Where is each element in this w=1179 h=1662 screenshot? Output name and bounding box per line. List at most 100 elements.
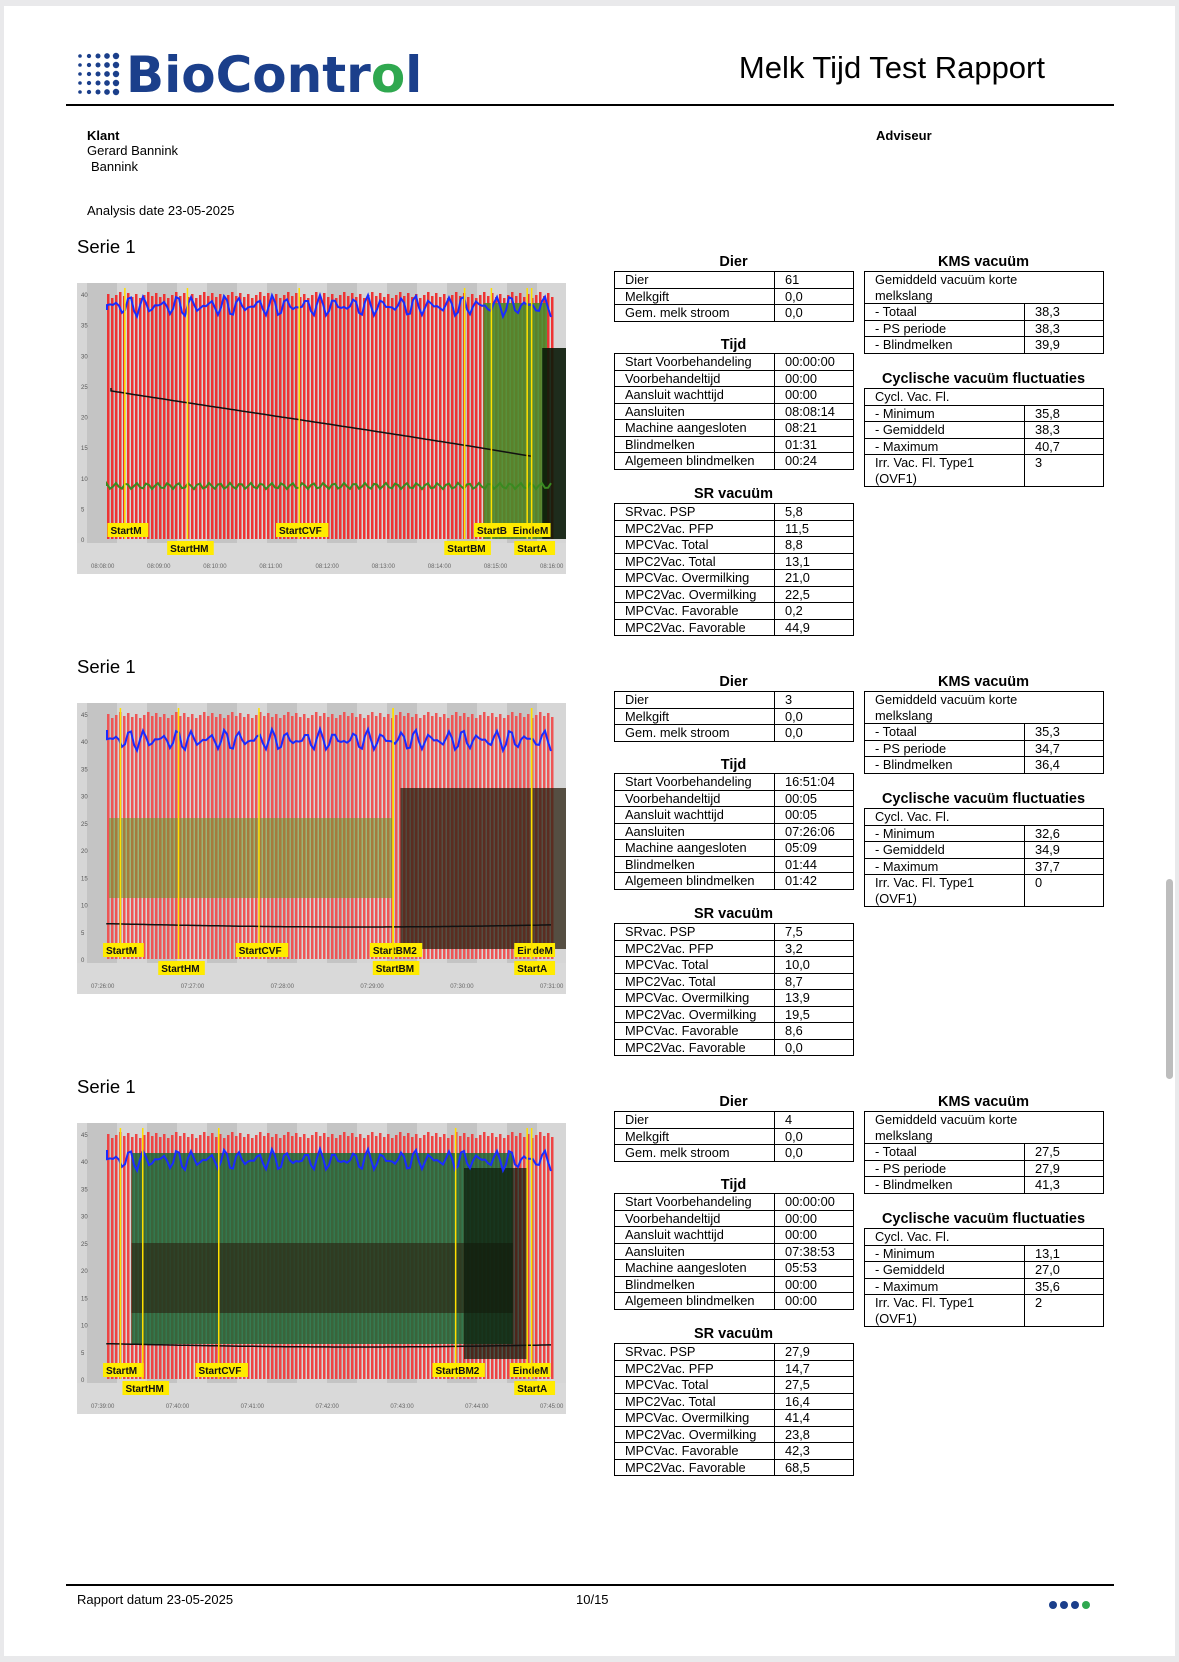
row-value: 01:42 [774, 872, 854, 890]
table-row: Aansluiten 08:08:14 [614, 402, 854, 420]
klant-label: Klant [87, 128, 120, 143]
row-value: 0,0 [774, 1127, 854, 1145]
signal-stripe [415, 294, 418, 539]
x-tick-label: 07:30:00 [450, 984, 474, 990]
signal-stripe [127, 293, 130, 539]
dark-zone [131, 1243, 513, 1313]
row-value: 00:00:00 [774, 1193, 854, 1211]
marker-label: StartBM [447, 544, 485, 555]
row-value: 42,3 [774, 1442, 854, 1460]
table-row: Aansluit wachttijd 00:00 [614, 1226, 854, 1244]
row-label: MPCVac. Favorable [614, 1022, 775, 1040]
marker-label-bg [103, 943, 144, 957]
vacuum-line-green [106, 480, 552, 491]
marker-label: StartBM [376, 964, 414, 975]
signal-stripe [207, 296, 210, 539]
table-row: - Totaal 35,3 [864, 723, 1104, 741]
tijd-title: Tijd [720, 757, 747, 773]
table-row: - Maximum 37,7 [864, 857, 1104, 875]
row-label: Gemiddeld vacuüm korte melkslang [864, 691, 1104, 724]
row-value: 68,5 [774, 1458, 854, 1476]
marker-label: StartB [477, 526, 507, 537]
row-value: 27,0 [1024, 1261, 1104, 1279]
signal-stripe [459, 296, 462, 539]
table-row: SRvac. PSP 5,8 [614, 503, 854, 521]
row-label: SRvac. PSP [614, 1343, 775, 1361]
signal-stripe [151, 296, 154, 539]
marker-label-bg [107, 523, 149, 537]
row-label: - Gemiddeld [864, 841, 1025, 859]
signal-stripe [107, 1134, 110, 1379]
table-row: MPC2Vac. Total 16,4 [614, 1392, 854, 1410]
signal-stripe [259, 292, 262, 539]
vacuum-line-blue [106, 291, 552, 320]
signal-stripe [403, 296, 406, 539]
x-tick-label: 07:45:00 [540, 1404, 564, 1410]
kms-vacuum-title: KMS vacuüm [937, 1094, 1030, 1110]
row-label: Start Voorbehandeling [614, 773, 775, 791]
row-label: - Maximum [864, 437, 1025, 455]
signal-stripe [307, 298, 310, 539]
x-tick-label: 08:09:00 [147, 564, 171, 570]
table-row: - Minimum 32,6 [864, 824, 1104, 842]
logo-dot [86, 62, 92, 68]
marker-label: StartBM2 [373, 946, 417, 957]
signal-stripe [387, 294, 390, 539]
row-label: - Blindmelken [864, 336, 1025, 354]
signal-stripe [251, 298, 254, 539]
row-label: Voorbehandeltijd [614, 369, 775, 387]
signal-stripe [471, 294, 474, 539]
signal-stripe [183, 293, 186, 539]
row-label: MPC2Vac. PFP [614, 519, 775, 537]
logo-dot [104, 53, 110, 59]
table-row: Gemiddeld vacuüm korte melkslang [864, 691, 1104, 724]
x-tick-label: 08:10:00 [203, 564, 227, 570]
sr-vacuum-table: SRvac. PSP 7,5 MPC2Vac. PFP 3,2 MPCVac. Tota… [614, 923, 854, 1056]
row-label: Voorbehandeltijd [614, 1209, 775, 1227]
logo-dot [78, 90, 82, 94]
signal-stripe [395, 295, 398, 539]
signal-stripe [115, 1135, 118, 1379]
row-label: Aansluit wachttijd [614, 806, 775, 824]
signal-stripe [167, 298, 170, 539]
row-value: 0,0 [774, 724, 854, 742]
x-tick-label: 07:44:00 [465, 1404, 489, 1410]
y-tick-label: 5 [81, 1351, 85, 1357]
row-label: MPCVac. Total [614, 536, 775, 554]
signal-stripe [399, 292, 402, 539]
table-row: MPCVac. Favorable 42,3 [614, 1442, 854, 1460]
row-label: Algemeen blindmelken [614, 452, 775, 470]
row-value: 00:00 [774, 1226, 854, 1244]
scrollbar[interactable] [1166, 879, 1173, 1079]
marker-label: StartBM2 [435, 1366, 479, 1377]
cyclische-table: Cycl. Vac. Fl. - Minimum 13,1 - Gemiddeld… [864, 1228, 1104, 1327]
client-name-2: Bannink [91, 159, 138, 174]
signal-stripe [303, 294, 306, 539]
marker-label-bg [514, 961, 556, 975]
table-row: - Totaal 38,3 [864, 303, 1104, 321]
signal-stripe [179, 296, 182, 539]
marker-label: StartHM [125, 1384, 163, 1395]
row-value: 37,7 [1024, 857, 1104, 875]
row-label: MPCVac. Overmilking [614, 989, 775, 1007]
signal-stripe [327, 297, 330, 539]
signal-stripe [119, 292, 122, 539]
x-tick-label: 08:11:00 [259, 564, 283, 570]
marker-label-bg [122, 1381, 170, 1395]
y-tick-label: 20 [81, 849, 88, 855]
logo-dot [95, 53, 101, 59]
kms-vacuum-table: Gemiddeld vacuüm korte melkslang - Totaa… [864, 691, 1104, 774]
row-label: Start Voorbehandeling [614, 353, 775, 371]
y-tick-label: 15 [81, 446, 88, 452]
serie-title: Serie 1 [77, 656, 136, 677]
table-row: Blindmelken 00:00 [614, 1275, 854, 1293]
table-row: MPC2Vac. Favorable 0,0 [614, 1038, 854, 1056]
x-tick-label: 08:15:00 [484, 564, 508, 570]
table-row: Voorbehandeltijd 00:00 [614, 369, 854, 387]
row-value: 35,6 [1024, 1277, 1104, 1295]
signal-stripe [147, 292, 150, 539]
y-tick-label: 40 [81, 293, 88, 299]
row-value: 16,4 [774, 1392, 854, 1410]
y-tick-label: 0 [81, 958, 85, 964]
marker-label-bg [167, 541, 214, 555]
